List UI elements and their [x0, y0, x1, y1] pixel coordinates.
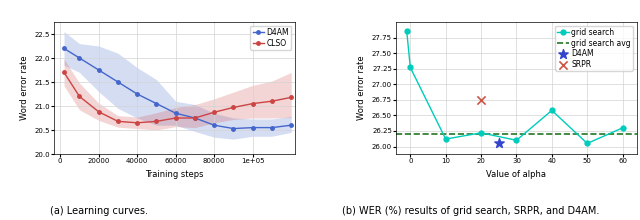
grid search [584, 142, 591, 145]
CLSO [249, 102, 257, 105]
grid search [403, 30, 411, 33]
X-axis label: Training steps: Training steps [145, 170, 204, 179]
Y-axis label: Word error rate: Word error rate [20, 56, 29, 120]
CLSO [152, 120, 160, 123]
grid search avg [410, 133, 418, 135]
D4AM [287, 124, 295, 126]
CLSO [60, 71, 68, 74]
Line: D4AM: D4AM [62, 47, 293, 130]
D4AM [268, 126, 276, 129]
grid search [513, 139, 520, 142]
grid search [619, 126, 627, 129]
Legend: D4AM, CLSO: D4AM, CLSO [250, 26, 291, 50]
Text: (a) Learning curves.: (a) Learning curves. [50, 206, 148, 216]
grid search [406, 66, 414, 69]
Y-axis label: Word error rate: Word error rate [357, 56, 366, 120]
D4AM [95, 69, 102, 71]
CLSO [76, 95, 83, 98]
X-axis label: Value of alpha: Value of alpha [486, 170, 547, 179]
D4AM [493, 141, 504, 145]
grid search [477, 132, 485, 134]
D4AM [249, 126, 257, 129]
CLSO [211, 111, 218, 114]
CLSO [114, 120, 122, 123]
D4AM [133, 93, 141, 95]
D4AM [152, 102, 160, 105]
grid search avg [406, 133, 414, 135]
CLSO [191, 117, 199, 119]
D4AM [211, 124, 218, 126]
CLSO [287, 96, 295, 99]
D4AM [172, 112, 180, 115]
D4AM [60, 47, 68, 50]
Legend: grid search, grid search avg, D4AM, SRPR: grid search, grid search avg, D4AM, SRPR [555, 26, 633, 71]
Line: grid search: grid search [404, 29, 625, 146]
Text: (b) WER (%) results of grid search, SRPR, and D4AM.: (b) WER (%) results of grid search, SRPR… [342, 206, 599, 216]
D4AM [230, 127, 237, 130]
D4AM [114, 81, 122, 83]
D4AM [76, 57, 83, 59]
CLSO [268, 100, 276, 103]
SRPR [476, 98, 486, 102]
CLSO [172, 117, 180, 119]
CLSO [133, 121, 141, 124]
grid search [442, 138, 449, 140]
CLSO [230, 106, 237, 109]
grid search [548, 109, 556, 112]
D4AM [191, 117, 199, 119]
Line: CLSO: CLSO [62, 71, 293, 125]
CLSO [95, 110, 102, 113]
